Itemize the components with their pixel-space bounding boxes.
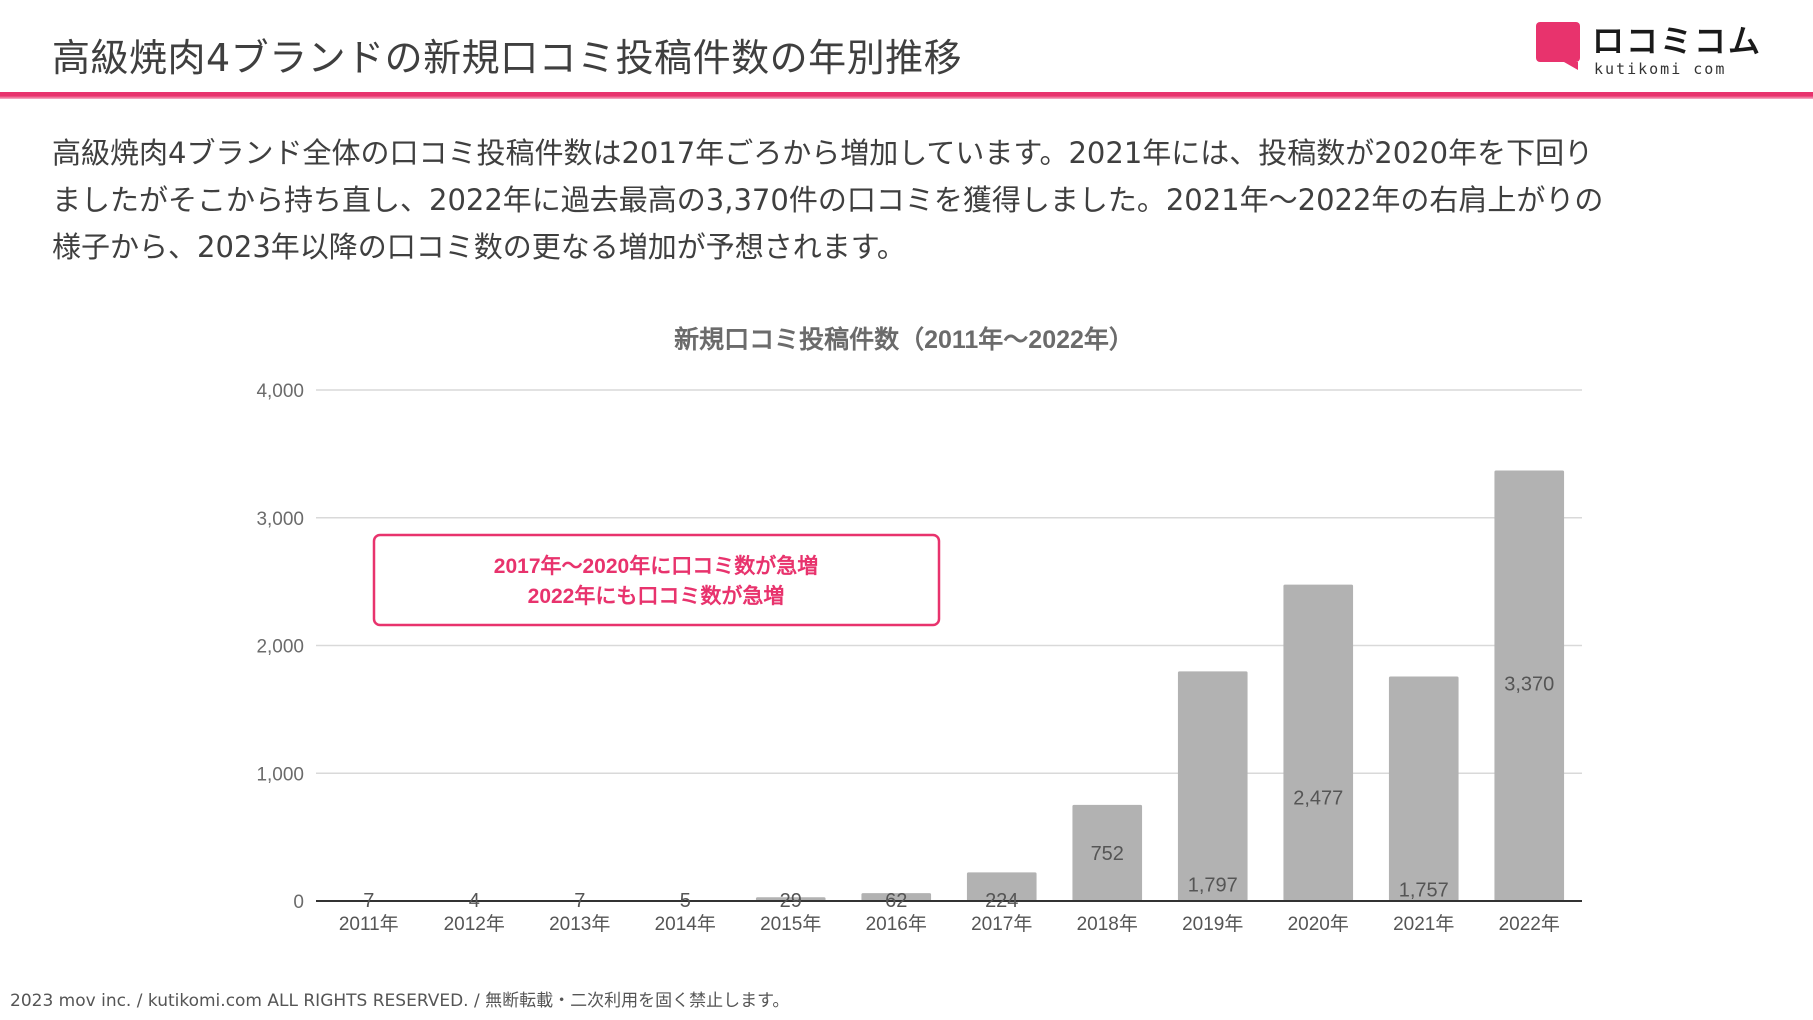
chart-svg: 新規口コミ投稿件数（2011年～2022年） 0 1,000 2,000 3,000 4,… (256, 325, 1582, 935)
page-title: 高級焼肉4ブランドの新規口コミ投稿件数の年別推移 (52, 36, 963, 80)
intro-line: ましたがそこから持ち直し、2022年に過去最高の3,370件の口コミを獲得しまし… (52, 183, 1604, 217)
bar-value-label: 29 (780, 890, 802, 912)
x-tick-label: 2019年 (1182, 913, 1243, 935)
title-divider (0, 92, 1813, 99)
bar (966, 872, 1037, 901)
x-tick-label: 2015年 (760, 913, 821, 935)
chart-title: 新規口コミ投稿件数（2011年～2022年） (674, 325, 1134, 354)
x-tick-label: 2014年 (655, 913, 716, 935)
bar-value-label: 1,757 (1399, 880, 1449, 902)
bar-value-label: 4 (469, 890, 480, 912)
x-tick-label: 2013年 (549, 913, 610, 935)
bar (861, 893, 932, 901)
bar (1494, 470, 1565, 901)
bar-value-label: 3,370 (1504, 673, 1554, 695)
annotation-text: 2017年～2020年に口コミ数が急増 (494, 554, 818, 578)
bar-value-label: 1,797 (1188, 874, 1238, 896)
x-tick-label: 2017年 (971, 913, 1032, 935)
logo-subtext: kutikomi com (1594, 60, 1727, 78)
bar-value-label: 224 (985, 890, 1018, 912)
bar (1388, 676, 1459, 901)
header: 高級焼肉4ブランドの新規口コミ投稿件数の年別推移 ロコミコム kutikomi … (0, 0, 1813, 104)
x-tick-label: 2011年 (339, 913, 399, 935)
bar (1177, 671, 1248, 901)
bar-value-label: 7 (574, 890, 585, 912)
copyright-footer: 2023 mov inc. / kutikomi.com ALL RIGHTS … (10, 991, 790, 1011)
x-tick-label: 2012年 (444, 913, 505, 935)
y-tick-label: 2,000 (256, 637, 304, 658)
x-tick-label: 2020年 (1288, 913, 1349, 935)
annotation-box (372, 533, 941, 627)
x-tick-label: 2016年 (866, 913, 927, 935)
intro-line: 様子から、2023年以降の口コミ数の更なる増加が予想されます。 (52, 230, 906, 264)
annotation-text: 2022年にも口コミ数が急増 (528, 584, 785, 608)
y-tick-label: 1,000 (256, 764, 304, 785)
x-tick-label: 2022年 (1499, 913, 1560, 935)
bar-value-label: 2,477 (1293, 788, 1343, 810)
logo-wordmark: ロコミコム (1592, 22, 1763, 60)
bar-value-label: 5 (680, 890, 691, 912)
y-tick-label: 0 (293, 892, 304, 913)
bar (1283, 584, 1354, 901)
intro-paragraph: 高級焼肉4ブランド全体の口コミ投稿件数は2017年ごろから増加しています。202… (52, 130, 1772, 271)
bar-value-label: 7 (363, 890, 374, 912)
y-tick-label: 3,000 (256, 509, 304, 530)
bar-value-label: 62 (885, 890, 907, 912)
bar (1072, 804, 1143, 901)
intro-line: 高級焼肉4ブランド全体の口コミ投稿件数は2017年ごろから増加しています。202… (52, 136, 1594, 170)
x-tick-label: 2021年 (1393, 913, 1454, 935)
logo: ロコミコム kutikomi com (1536, 22, 1760, 78)
speech-bubble-icon (1536, 22, 1580, 70)
x-tick-label: 2018年 (1077, 913, 1138, 935)
y-tick-label: 4,000 (256, 381, 304, 402)
bar-value-label: 752 (1091, 843, 1124, 865)
bar-chart: 新規口コミ投稿件数（2011年～2022年） 0 1,000 2,000 3,000 4,… (200, 310, 1620, 950)
